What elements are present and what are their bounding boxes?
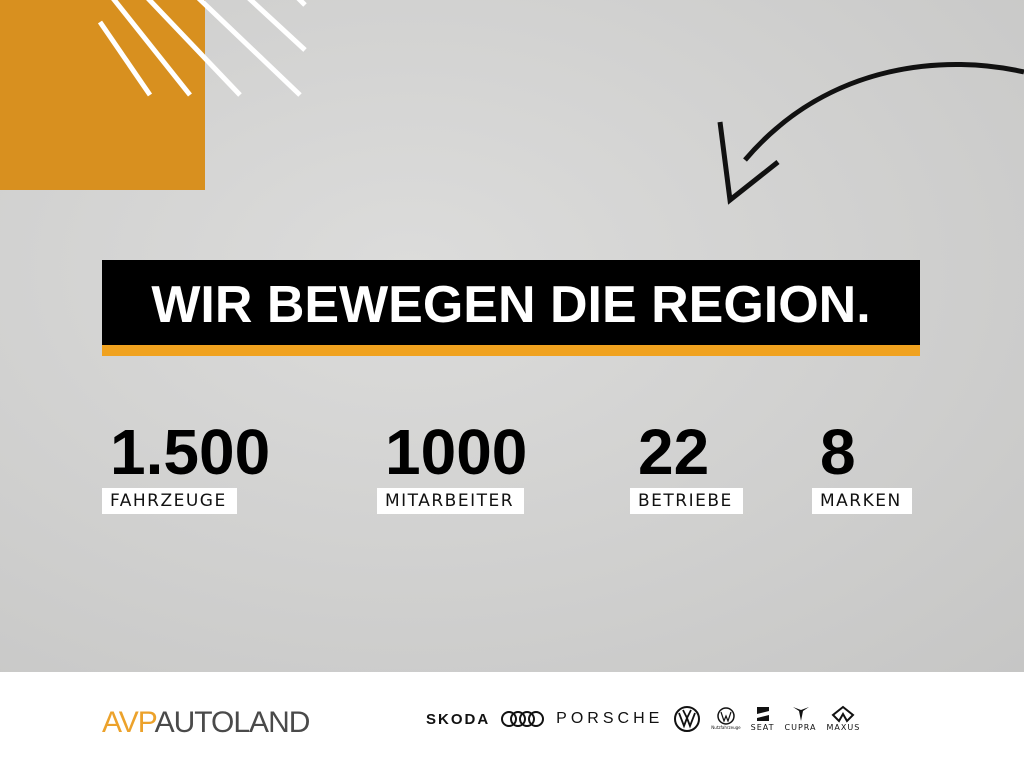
skoda-logo: SKODA [426,710,491,728]
avp-autoland-logo: AVPAUTOLAND [102,706,310,739]
maxus-logo: MAXUS [827,705,861,733]
porsche-logo: PORSCHE [556,710,664,727]
stat-employees: 1000 MITARBEITER [377,420,527,514]
seat-s-icon [756,707,769,721]
brand-logos: SKODA PORSCHE Nutzfahrzeuge SEAT CUPRA M… [426,705,860,733]
diagonal-stripes-decoration [97,0,307,97]
stat-label: BETRIEBE [630,488,743,514]
vw-logo-icon [674,706,701,732]
stat-value: 8 [820,416,856,488]
cupra-icon [792,707,809,721]
stat-label: MITARBEITER [377,488,525,514]
headline-banner: WIR BEWEGEN DIE REGION. [102,260,920,356]
stat-value: 1000 [385,416,528,488]
vw-logo-icon [717,707,735,725]
stat-label: FAHRZEUGE [102,488,237,514]
vw-nutzfahrzeuge-logo: Nutzfahrzeuge [711,707,741,731]
curved-arrow-icon [717,61,1024,205]
stat-value: 22 [638,416,710,488]
headline-underline [102,345,920,356]
stat-brands: 8 MARKEN [812,420,912,514]
headline: WIR BEWEGEN DIE REGION. [102,260,920,345]
audi-rings-icon [501,711,545,727]
orange-square-decoration [0,0,205,190]
stat-label: MARKEN [812,488,912,514]
maxus-icon [831,705,855,723]
cupra-logo: CUPRA [785,705,817,733]
stat-value: 1.500 [110,416,271,488]
seat-logo: SEAT [751,705,775,733]
stat-branches: 22 BETRIEBE [630,420,743,514]
stat-vehicles: 1.500 FAHRZEUGE [102,420,270,514]
